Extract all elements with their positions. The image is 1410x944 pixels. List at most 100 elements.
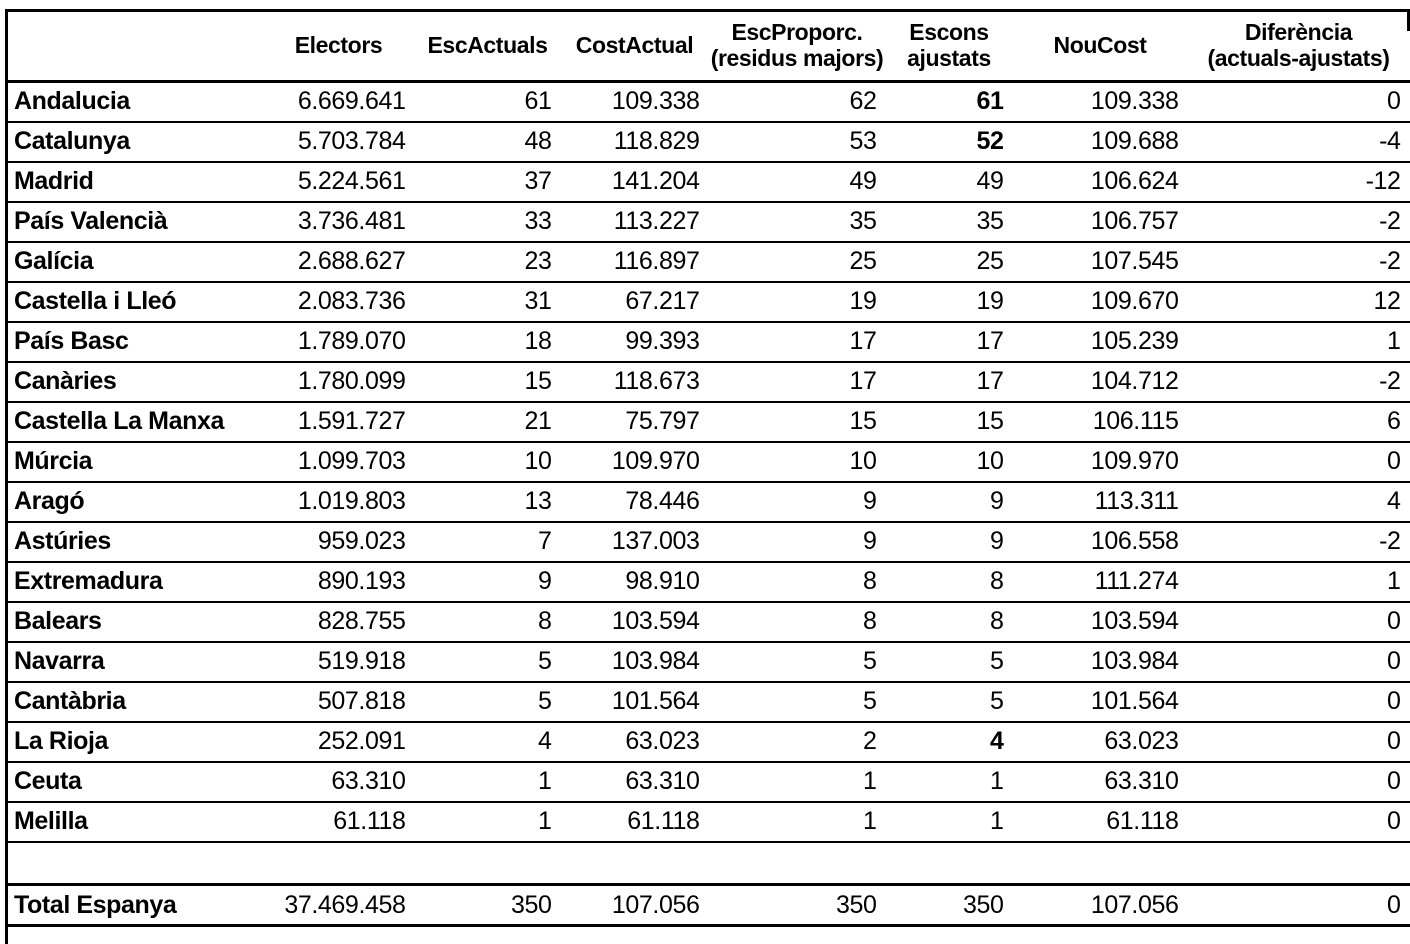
electors-cell: 828.755 xyxy=(262,601,415,643)
table-header: Electors EscActuals CostActual EscPropor… xyxy=(6,10,1410,83)
esc-actuals-cell: 37 xyxy=(414,161,561,203)
diferencia-cell: 0 xyxy=(1187,441,1410,483)
diferencia-cell: 1 xyxy=(1187,321,1410,363)
escons-ajustats-cell: 25 xyxy=(885,241,1013,283)
esc-proporc-cell: 17 xyxy=(708,321,886,363)
esc-actuals-cell: 18 xyxy=(414,321,561,363)
esc-proporc-cell: 9 xyxy=(708,521,886,563)
table-row: Múrcia 1.099.703 10 109.970 10 10 109.97… xyxy=(6,441,1410,483)
electors-cell: 63.310 xyxy=(262,761,415,803)
table-row: Castella i Lleó 2.083.736 31 67.217 19 1… xyxy=(6,281,1410,323)
nou-cost-cell: 109.970 xyxy=(1012,441,1188,483)
total-esc-actuals-cell: 350 xyxy=(414,884,561,927)
region-name-cell: Aragó xyxy=(6,481,263,523)
table-row: País Basc 1.789.070 18 99.393 17 17 105.… xyxy=(6,321,1410,363)
nou-cost-cell: 103.594 xyxy=(1012,601,1188,643)
table-row: Navarra 519.918 5 103.984 5 5 103.984 0 xyxy=(6,641,1410,683)
col-header-esc-actuals: EscActuals xyxy=(414,10,561,83)
region-name-cell: Múrcia xyxy=(6,441,263,483)
escons-ajustats-cell: 5 xyxy=(885,681,1013,723)
diferencia-cell: 1 xyxy=(1187,561,1410,603)
header-line: ajustats xyxy=(907,45,991,71)
total-row: Total Espanya 37.469.458 350 107.056 350… xyxy=(6,884,1410,927)
cost-actual-cell: 116.897 xyxy=(560,241,709,283)
cost-actual-cell: 63.023 xyxy=(560,721,709,763)
region-name-cell: Navarra xyxy=(6,641,263,683)
cost-actual-cell: 67.217 xyxy=(560,281,709,323)
region-name-cell: Castella i Lleó xyxy=(6,281,263,323)
empty-cell xyxy=(6,841,263,886)
cost-actual-cell: 137.003 xyxy=(560,521,709,563)
empty-cell xyxy=(262,841,415,886)
cost-actual-cell: 63.310 xyxy=(560,761,709,803)
diferencia-cell: 0 xyxy=(1187,601,1410,643)
header-line: CostActual xyxy=(575,32,694,59)
seat-apportionment-table: Electors EscActuals CostActual EscPropor… xyxy=(5,9,1410,944)
electors-cell: 959.023 xyxy=(262,521,415,563)
escons-ajustats-cell: 49 xyxy=(885,161,1013,203)
escons-ajustats-cell: 61 xyxy=(885,81,1013,123)
esc-proporc-cell: 17 xyxy=(708,361,886,403)
diferencia-cell: 0 xyxy=(1187,721,1410,763)
nou-cost-cell: 111.274 xyxy=(1012,561,1188,603)
nou-cost-cell: 103.984 xyxy=(1012,641,1188,683)
electors-cell: 61.118 xyxy=(262,801,415,843)
electors-cell: 5.703.784 xyxy=(262,121,415,163)
escons-ajustats-cell: 52 xyxy=(885,121,1013,163)
electors-cell: 1.780.099 xyxy=(262,361,415,403)
escons-ajustats-cell: 4 xyxy=(885,721,1013,763)
total-electors-cell: 37.469.458 xyxy=(262,884,415,927)
diferencia-cell: 0 xyxy=(1187,641,1410,683)
col-header-nou-cost: NouCost xyxy=(1012,10,1188,83)
electors-cell: 890.193 xyxy=(262,561,415,603)
esc-actuals-cell: 5 xyxy=(414,681,561,723)
esc-proporc-cell: 1 xyxy=(708,801,886,843)
region-name-cell: La Rioja xyxy=(6,721,263,763)
table-right-border-segment xyxy=(1407,9,1410,31)
escons-ajustats-cell: 35 xyxy=(885,201,1013,243)
esc-proporc-cell: 8 xyxy=(708,601,886,643)
table-row: Madrid 5.224.561 37 141.204 49 49 106.62… xyxy=(6,161,1410,203)
table-row: País Valencià 3.736.481 33 113.227 35 35… xyxy=(6,201,1410,243)
diferencia-cell: -2 xyxy=(1187,201,1410,243)
table-footer: Total Espanya 37.469.458 350 107.056 350… xyxy=(6,841,1410,944)
cost-actual-cell: 103.984 xyxy=(560,641,709,683)
table-row: Astúries 959.023 7 137.003 9 9 106.558 -… xyxy=(6,521,1410,563)
esc-actuals-cell: 48 xyxy=(414,121,561,163)
empty-cell xyxy=(885,841,1013,886)
region-name-cell: Extremadura xyxy=(6,561,263,603)
esc-actuals-cell: 10 xyxy=(414,441,561,483)
table-row: Andalucia 6.669.641 61 109.338 62 61 109… xyxy=(6,81,1410,123)
electors-cell: 1.591.727 xyxy=(262,401,415,443)
region-name-cell: Melilla xyxy=(6,801,263,843)
col-header-escons-ajustats: Escons ajustats xyxy=(885,10,1013,83)
esc-actuals-cell: 23 xyxy=(414,241,561,283)
col-header-esc-proporc: EscProporc. (residus majors) xyxy=(708,10,886,83)
escons-ajustats-cell: 17 xyxy=(885,361,1013,403)
esc-proporc-cell: 49 xyxy=(708,161,886,203)
escons-ajustats-cell: 8 xyxy=(885,561,1013,603)
diferencia-cell: 0 xyxy=(1187,81,1410,123)
electors-cell: 1.099.703 xyxy=(262,441,415,483)
table-row: Galícia 2.688.627 23 116.897 25 25 107.5… xyxy=(6,241,1410,283)
esc-proporc-cell: 35 xyxy=(708,201,886,243)
nou-cost-cell: 61.118 xyxy=(1012,801,1188,843)
total-nou-cost-cell: 107.056 xyxy=(1012,884,1188,927)
region-name-cell: Madrid xyxy=(6,161,263,203)
electors-cell: 507.818 xyxy=(262,681,415,723)
esc-actuals-cell: 5 xyxy=(414,641,561,683)
esc-proporc-cell: 9 xyxy=(708,481,886,523)
table-row: Castella La Manxa 1.591.727 21 75.797 15… xyxy=(6,401,1410,443)
nou-cost-cell: 63.310 xyxy=(1012,761,1188,803)
electors-cell: 2.688.627 xyxy=(262,241,415,283)
esc-proporc-cell: 53 xyxy=(708,121,886,163)
diferencia-cell: 0 xyxy=(1187,681,1410,723)
cost-actual-cell: 118.673 xyxy=(560,361,709,403)
esc-proporc-cell: 5 xyxy=(708,681,886,723)
diferencia-cell: -2 xyxy=(1187,521,1410,563)
escons-ajustats-cell: 8 xyxy=(885,601,1013,643)
escons-ajustats-cell: 1 xyxy=(885,761,1013,803)
cost-actual-cell: 109.970 xyxy=(560,441,709,483)
table-row: Extremadura 890.193 9 98.910 8 8 111.274… xyxy=(6,561,1410,603)
cost-actual-cell: 99.393 xyxy=(560,321,709,363)
